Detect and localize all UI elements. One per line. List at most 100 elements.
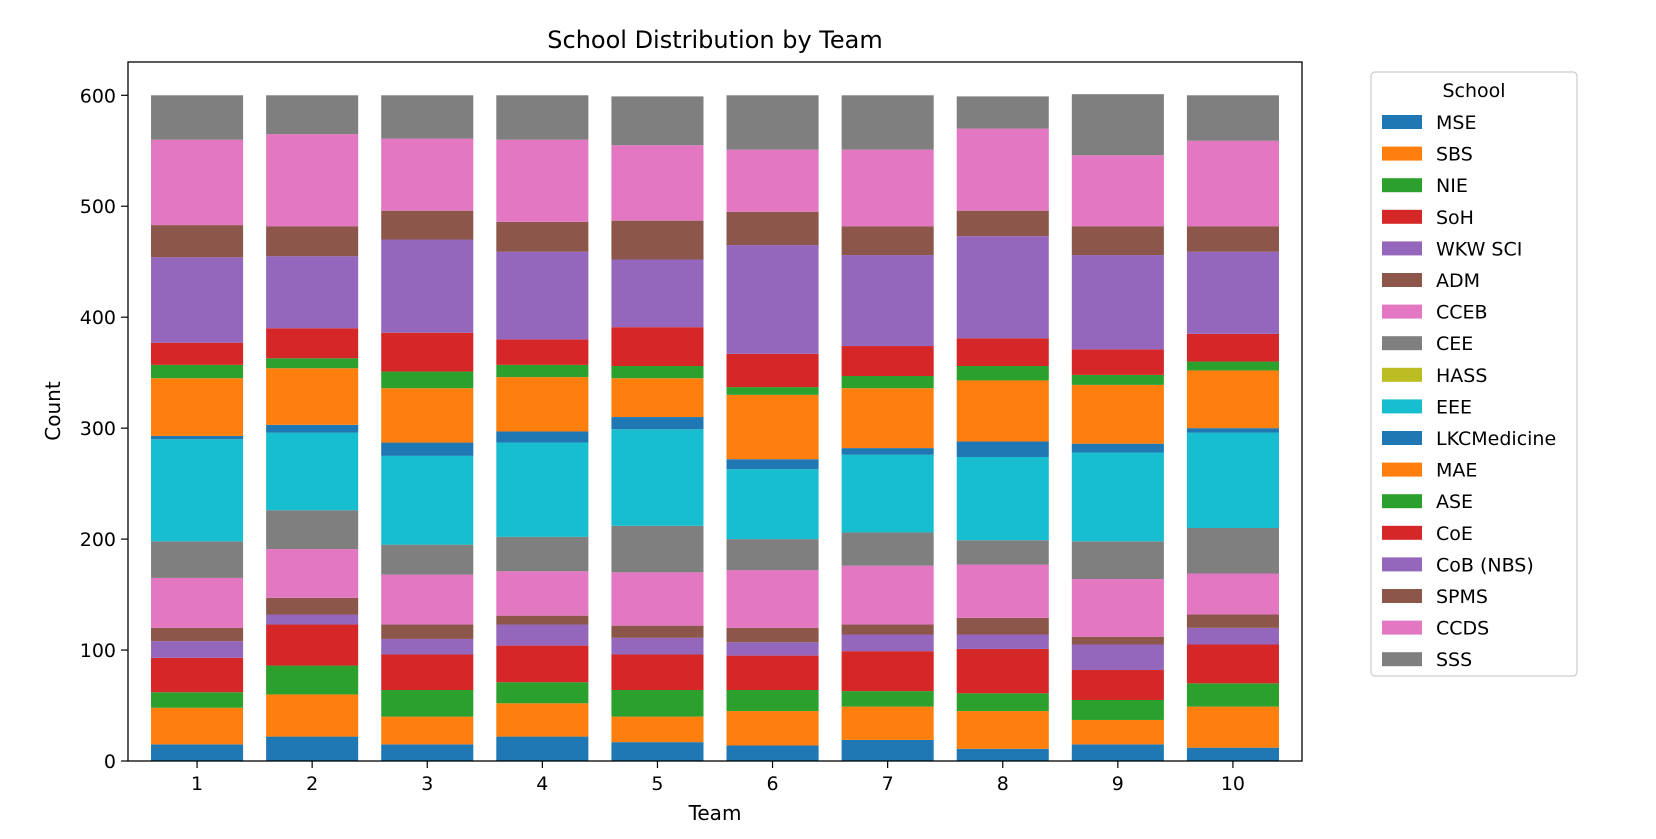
bar-segment [841, 651, 934, 692]
bar-segment [1071, 670, 1164, 700]
legend-swatch [1382, 620, 1422, 635]
x-tick-label: 3 [421, 773, 433, 795]
bar-segment [381, 624, 474, 639]
legend-entry-label: CoE [1436, 523, 1473, 545]
bar-segment [151, 657, 244, 693]
bar-segment [841, 346, 934, 376]
legend-entry-label: SoH [1436, 207, 1474, 229]
bar-segment [496, 431, 589, 443]
bar-segment [726, 459, 819, 470]
bar-segment [726, 469, 819, 540]
legend-entry-label: MSE [1436, 112, 1476, 134]
bar-segment [266, 694, 359, 737]
legend-entry-label: CCDS [1436, 618, 1489, 640]
bar-segment [956, 128, 1049, 211]
bar-segment [611, 96, 704, 146]
bar-segment [956, 236, 1049, 339]
legend-entry-label: SPMS [1436, 586, 1488, 608]
bar-segment [841, 388, 934, 449]
bar-segment [726, 95, 819, 150]
bar-segment [611, 417, 704, 430]
bar-segment [266, 256, 359, 329]
bar-segment [726, 627, 819, 643]
bar-segment [1071, 579, 1164, 637]
bar-segment [956, 338, 1049, 367]
bar-segment [496, 615, 589, 625]
bar-segment [266, 510, 359, 550]
bar-segment [381, 332, 474, 372]
y-tick-label: 600 [80, 85, 116, 107]
bar-segment [841, 149, 934, 227]
legend-swatch [1382, 652, 1422, 667]
y-tick-label: 300 [80, 418, 116, 440]
bar-segment [1071, 699, 1164, 720]
legend-title: School [1442, 80, 1505, 102]
x-tick-label: 9 [1112, 773, 1124, 795]
bar-segment [1071, 255, 1164, 350]
bar-segment [611, 689, 704, 717]
legend-swatch [1382, 146, 1422, 161]
bar-segment [956, 456, 1049, 541]
bar-segment [151, 541, 244, 578]
bar-segment [1186, 251, 1279, 334]
bar-segment [151, 435, 244, 440]
bar-segment [726, 655, 819, 690]
bar-segment [611, 378, 704, 418]
bar-segment [1186, 627, 1279, 645]
bar-segment [381, 442, 474, 456]
legend-swatch [1382, 115, 1422, 129]
legend-entry-label: SBS [1436, 144, 1473, 166]
bar-segment [841, 532, 934, 566]
bar-segment [381, 371, 474, 389]
bar-segment [1186, 226, 1279, 252]
bar-segment [1071, 644, 1164, 671]
bar-segment [266, 597, 359, 615]
bar-segment [611, 637, 704, 655]
bar-segment [611, 625, 704, 638]
bar-segment [841, 691, 934, 707]
bar-segment [611, 572, 704, 626]
bar-segment [381, 388, 474, 443]
legend-swatch [1382, 557, 1422, 572]
x-tick-label: 6 [767, 773, 779, 795]
bar-segment [1186, 370, 1279, 429]
bar-segment [266, 368, 359, 425]
legend[interactable]: School MSE SBS NIE SoH WKW SCI ADM CCEB CEE HASS… [1370, 71, 1578, 677]
bar-segment [611, 429, 704, 526]
legend-swatch [1382, 241, 1422, 256]
bar-segment [1071, 636, 1164, 645]
legend-entry-label: MAE [1436, 460, 1477, 482]
y-tick-label: 0 [104, 751, 116, 773]
bar-segment [266, 95, 359, 135]
y-tick-label: 400 [80, 307, 116, 329]
bar-segment [1071, 349, 1164, 375]
bar-segment [956, 380, 1049, 442]
bar-segment [266, 226, 359, 257]
bar-segment [841, 706, 934, 740]
bar-segment [151, 707, 244, 745]
legend-entry-label: SSS [1436, 649, 1472, 671]
bar-segment [266, 328, 359, 359]
bar-segment [151, 627, 244, 642]
bar-segment [496, 95, 589, 140]
legend-swatch [1382, 178, 1422, 193]
bar-segment [496, 442, 589, 537]
bar-segment [841, 226, 934, 256]
bar-segment [381, 689, 474, 717]
x-axis-label: Team [688, 801, 742, 825]
bar-segment [151, 225, 244, 258]
bar-segment [151, 692, 244, 708]
bar-segment [726, 539, 819, 571]
x-tick-label: 4 [536, 773, 548, 795]
legend-swatch [1382, 589, 1422, 603]
bar-segment [1071, 374, 1164, 385]
legend-swatch [1382, 336, 1422, 351]
bar-segment [381, 210, 474, 240]
bar-segment [381, 95, 474, 139]
bar-segment [381, 574, 474, 625]
bar-segment [956, 441, 1049, 457]
bar-segment [496, 736, 589, 761]
bar-segment [956, 366, 1049, 381]
bar-segment [381, 744, 474, 761]
